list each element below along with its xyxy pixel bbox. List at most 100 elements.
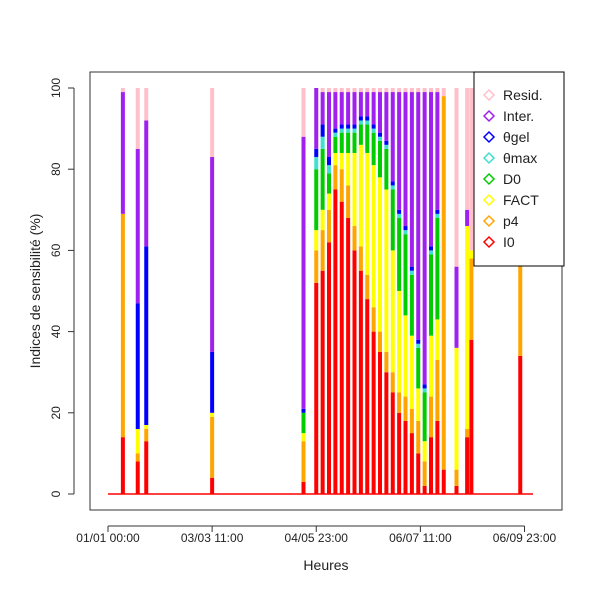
bar-segment-15-Inter. xyxy=(378,92,382,133)
bar-segment-26-p4 xyxy=(454,469,459,486)
bar-segment-24-FACT xyxy=(435,319,440,361)
bar-segment-6-θmax xyxy=(320,136,325,149)
bar-segment-27-I0 xyxy=(465,437,470,494)
bar-segment-10-Inter. xyxy=(346,92,351,125)
x-tick-label-3: 06/07 11:00 xyxy=(389,531,452,545)
bar-segment-10-FACT xyxy=(346,152,351,186)
bar-segment-5-p4 xyxy=(314,250,319,283)
bar-segment-15-p4 xyxy=(378,331,382,352)
legend-diamond-icon-3 xyxy=(482,151,496,165)
bar-segment-17-D0 xyxy=(390,189,395,251)
bar-segment-4-D0 xyxy=(301,412,306,434)
bar-segment-1-I0 xyxy=(135,461,140,494)
bar-segment-15-D0 xyxy=(378,140,382,178)
bar-segment-9-p4 xyxy=(339,169,344,202)
legend-label-4: D0 xyxy=(503,171,521,187)
bar-segment-6-θgel xyxy=(320,124,325,137)
bar-segment-13-I0 xyxy=(365,299,370,494)
bar-segment-17-Inter. xyxy=(390,92,395,182)
legend-label-2: θgel xyxy=(503,129,529,145)
bar-segment-23-θgel xyxy=(429,246,433,251)
bar-segment-17-FACT xyxy=(390,250,395,373)
bar-segment-18-I0 xyxy=(397,412,402,494)
bar-segment-9-I0 xyxy=(339,201,344,494)
legend-diamond-icon-4 xyxy=(482,172,496,186)
bar-segment-20-FACT xyxy=(409,335,414,409)
bar-segment-27-FACT xyxy=(465,226,470,430)
bar-segment-6-Inter. xyxy=(320,92,325,125)
bar-segment-16-θgel xyxy=(384,140,389,145)
x-axis: 01/01 00:00 03/03 11:00 04/05 23:00 06/07 1… xyxy=(76,525,557,545)
bar-segment-16-D0 xyxy=(384,148,389,190)
bar-segment-26-Resid. xyxy=(454,88,459,267)
bar-segment-8-FACT xyxy=(333,152,338,166)
bar-segment-8-p4 xyxy=(333,165,338,190)
bar-segment-23-Inter. xyxy=(429,92,433,247)
bar-segment-20-p4 xyxy=(409,408,414,434)
bar-segment-7-p4 xyxy=(327,209,331,243)
bar-segment-21-θmax xyxy=(416,343,421,348)
bar-segment-18-Inter. xyxy=(397,92,402,210)
x-axis-title: Heures xyxy=(303,557,348,573)
bar-segment-19-FACT xyxy=(403,315,408,397)
bar-segment-26-I0 xyxy=(454,485,459,494)
bar-segment-23-FACT xyxy=(429,335,433,397)
bar-segment-13-Resid. xyxy=(365,88,370,93)
bar-segment-6-p4 xyxy=(320,230,325,271)
legend-label-7: I0 xyxy=(503,234,515,250)
bar-segment-20-θmax xyxy=(409,270,414,275)
bar-segment-15-Resid. xyxy=(378,88,382,93)
bar-segment-15-FACT xyxy=(378,177,382,332)
bars-layer xyxy=(120,88,523,495)
bar-segment-10-θmax xyxy=(346,128,351,133)
bar-segment-11-Inter. xyxy=(352,92,357,125)
plot-frame xyxy=(89,71,563,511)
bar-segment-1-Resid. xyxy=(135,88,140,149)
bar-segment-19-p4 xyxy=(403,396,408,421)
bar-segment-25-p4 xyxy=(441,96,446,470)
bar-segment-22-I0 xyxy=(422,485,427,494)
bar-segment-7-θgel xyxy=(327,157,331,166)
bar-segment-20-I0 xyxy=(409,433,414,494)
bar-segment-6-FACT xyxy=(320,209,325,231)
bar-segment-22-Resid. xyxy=(422,88,427,93)
bar-segment-28-I0 xyxy=(469,339,474,494)
bar-segment-22-p4 xyxy=(422,461,427,486)
bar-segment-19-Resid. xyxy=(403,88,408,93)
bar-segment-0-Inter. xyxy=(120,92,125,214)
legend-diamond-icon-6 xyxy=(482,214,496,228)
legend-label-6: p4 xyxy=(503,213,519,229)
bar-segment-14-Inter. xyxy=(371,92,376,125)
bar-segment-8-Resid. xyxy=(333,88,338,93)
bar-segment-6-I0 xyxy=(320,270,325,494)
bar-segment-5-FACT xyxy=(314,230,319,251)
bar-segment-29-p4 xyxy=(518,234,523,356)
bar-segment-26-Inter. xyxy=(454,266,459,348)
legend-label-1: Inter. xyxy=(503,108,534,124)
x-tick-label-0: 01/01 00:00 xyxy=(76,531,140,545)
bar-segment-27-p4 xyxy=(465,429,470,438)
bar-segment-24-p4 xyxy=(435,360,440,421)
bar-segment-18-FACT xyxy=(397,291,402,393)
bar-segment-16-Inter. xyxy=(384,92,389,141)
bar-segment-7-Inter. xyxy=(327,92,331,158)
bar-segment-24-Inter. xyxy=(435,92,440,210)
bar-segment-21-FACT xyxy=(416,388,421,421)
bar-segment-12-FACT xyxy=(358,144,363,247)
bar-segment-17-Resid. xyxy=(390,88,395,93)
bar-segment-19-θmax xyxy=(403,230,408,235)
bar-segment-11-Resid. xyxy=(352,88,357,93)
bar-segment-26-FACT xyxy=(454,347,459,470)
legend-diamond-icon-5 xyxy=(482,193,496,207)
bar-segment-11-p4 xyxy=(352,226,357,251)
bar-segment-14-Resid. xyxy=(371,88,376,93)
bar-segment-4-p4 xyxy=(301,441,306,482)
bar-segment-14-I0 xyxy=(371,331,376,494)
bar-segment-17-θgel xyxy=(390,181,395,186)
bar-segment-22-θmax xyxy=(422,388,427,393)
bar-segment-23-p4 xyxy=(429,396,433,438)
bar-segment-11-θgel xyxy=(352,124,357,129)
bar-segment-19-D0 xyxy=(403,234,408,316)
bar-segment-12-θmax xyxy=(358,120,363,125)
